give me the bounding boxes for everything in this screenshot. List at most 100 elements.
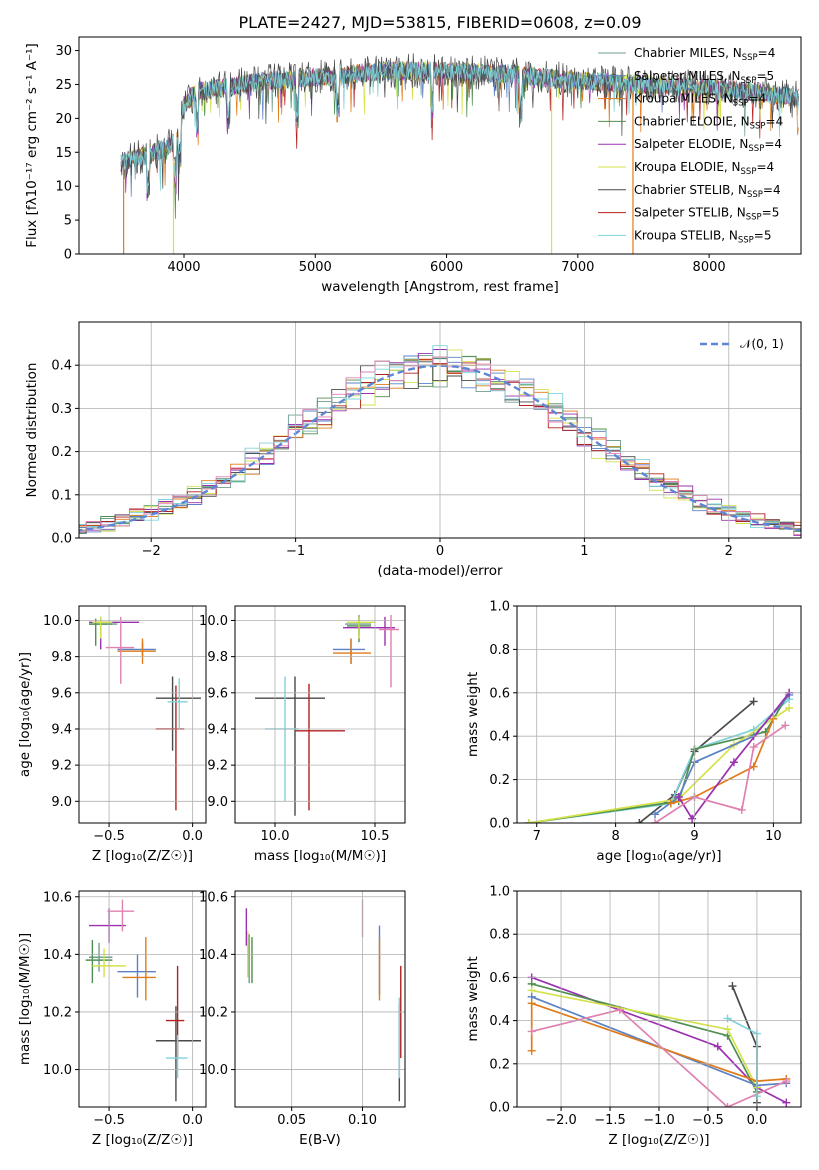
- x-tick-label: 1: [580, 544, 588, 559]
- legend-nssp-prefix: , N: [721, 228, 738, 242]
- y-tick-label: 10.4: [43, 948, 72, 963]
- y-tick-label: 5: [64, 214, 72, 229]
- legend-series-name: Kroupa STELIB: [634, 228, 721, 242]
- plus-marker: [527, 999, 536, 1008]
- legend-series-name: Chabrier STELIB: [634, 183, 730, 197]
- plus-marker: [782, 1098, 791, 1107]
- plot-area: [255, 615, 399, 816]
- y-tick-label: 0.0: [489, 1101, 510, 1116]
- plus-marker: [651, 810, 660, 819]
- y-tick-label: 0.3: [51, 402, 72, 417]
- y-tick-label: 0.0: [51, 532, 72, 547]
- plus-marker: [527, 1046, 536, 1055]
- x-tick-label: −0.5: [93, 1113, 125, 1128]
- mass-weight-line: [531, 976, 787, 1104]
- y-tick-label: 9.4: [207, 722, 228, 737]
- y-tick-label: 9.8: [51, 650, 72, 665]
- legend-nssp-prefix: , N: [729, 206, 746, 220]
- legend-nssp-eq: =: [766, 114, 776, 128]
- chart-title: PLATE=2427, MJD=53815, FIBERID=0608, z=0…: [238, 13, 641, 32]
- y-tick-label: 9.8: [207, 650, 228, 665]
- plot-area: [89, 616, 201, 811]
- legend-nssp-prefix: , N: [724, 69, 741, 83]
- x-tick-label: 10.5: [361, 829, 390, 844]
- legend-series-name: Chabrier MILES: [634, 46, 725, 60]
- legend-nssp-sub: SSP: [747, 190, 763, 200]
- legend-nssp-sub: SSP: [746, 213, 762, 223]
- plus-marker: [737, 805, 746, 814]
- panel-mw_vs_age: 7 8 9 10 0.0 0.2 0.4 0.6 0.8 1.0 age [log₁₀(age/yr…: [465, 600, 802, 864]
- x-tick-label: 0.0: [747, 1113, 768, 1128]
- x-tick-label: 8: [611, 829, 619, 844]
- legend-nssp-sub: SSP: [742, 53, 758, 63]
- legend-nssp-value: 4: [776, 114, 784, 128]
- y-tick-label: 10.6: [199, 890, 228, 905]
- legend-nssp-value: 4: [767, 160, 775, 174]
- axes-frame: [234, 605, 406, 824]
- legend-nssp-sub: SSP: [741, 167, 757, 177]
- legend-nssp-sub: SSP: [741, 76, 757, 86]
- y-tick-label: 0.4: [489, 730, 510, 745]
- y-tick-label: 10.0: [43, 1063, 72, 1078]
- y-tick-label: 0.2: [51, 445, 72, 460]
- plus-marker: [723, 1014, 732, 1023]
- x-axis-label: age [log₁₀(age/yr)]: [596, 848, 721, 864]
- gaussian-curve: [79, 364, 801, 532]
- legend-nssp-prefix: , N: [724, 160, 741, 174]
- y-tick-label: 0.4: [489, 1014, 510, 1029]
- legend-nssp-eq: =: [749, 92, 759, 106]
- y-tick-label: 0: [64, 248, 72, 263]
- x-tick-label: −1.0: [643, 1113, 675, 1128]
- x-tick-label: −1.5: [594, 1113, 626, 1128]
- y-tick-label: 10.6: [43, 890, 72, 905]
- mass-weight-line: [530, 1002, 787, 1082]
- y-axis-label: mass [log₁₀(M/M☉)]: [17, 933, 33, 1065]
- y-tick-label: 9.2: [51, 759, 72, 774]
- legend-nssp-value: 5: [764, 228, 772, 242]
- histogram-step: [79, 349, 801, 532]
- legend-nssp-value: 4: [759, 92, 767, 106]
- axes-frame: [516, 605, 802, 824]
- legend-nssp-prefix: , N: [730, 183, 747, 197]
- y-tick-label: 0.0: [489, 817, 510, 832]
- plot-area: [120, 53, 799, 254]
- x-tick-label: 8000: [693, 260, 726, 275]
- axes-frame: [234, 890, 406, 1108]
- y-tick-label: 9.6: [207, 686, 228, 701]
- y-tick-label: 30: [55, 44, 72, 59]
- x-tick-label: 0.0: [182, 1113, 203, 1128]
- plus-marker: [723, 1025, 732, 1034]
- y-tick-label: 9.0: [207, 795, 228, 810]
- legend-label: Chabrier ELODIE, NSSP=4: [634, 114, 783, 131]
- axes-frame: [78, 605, 207, 824]
- x-tick-label: −0.5: [93, 829, 125, 844]
- x-tick-label: 10: [765, 829, 782, 844]
- y-axis-label: mass weight: [465, 672, 481, 757]
- y-tick-label: 0.6: [489, 971, 510, 986]
- legend-nssp-eq: =: [762, 206, 772, 220]
- y-tick-label: 9.0: [51, 795, 72, 810]
- legend-label: Salpeter MILES, NSSP=5: [634, 69, 774, 86]
- x-axis-label: mass [log₁₀(M/M☉)]: [254, 848, 386, 864]
- legend-label: Salpeter STELIB, NSSP=5: [634, 206, 779, 223]
- panel-residuals: −2 −1 0 1 2 0.0 0.1 0.2 0.3 0.4 (data-model)/error…: [24, 321, 802, 579]
- x-tick-label: 10.0: [261, 829, 290, 844]
- legend-gaussian-label: 𝒩(0, 1): [740, 337, 784, 351]
- legend-label: Chabrier STELIB, NSSP=4: [634, 183, 781, 200]
- legend-nssp-sub: SSP: [750, 121, 766, 131]
- y-tick-label: 1.0: [489, 600, 510, 615]
- legend-series-name: Chabrier ELODIE: [634, 114, 733, 128]
- panel-age_vs_mass: 10.0 10.5 9.0 9.2 9.4 9.6 9.8 10.0 mass [log₁₀(M…: [199, 605, 406, 864]
- plus-marker: [666, 799, 675, 808]
- legend-nssp-eq: =: [756, 69, 766, 83]
- legend-nssp-eq: =: [763, 183, 773, 197]
- legend-series-name: Salpeter MILES: [634, 69, 724, 83]
- x-tick-label: 2: [725, 544, 733, 559]
- plus-marker: [785, 703, 794, 712]
- legend-nssp-value: 5: [767, 69, 775, 83]
- y-tick-label: 10.0: [199, 614, 228, 629]
- y-tick-label: 9.6: [51, 686, 72, 701]
- mass-weight-line: [670, 718, 775, 805]
- x-axis-label: Z [log₁₀(Z/Z☉)]: [92, 1132, 193, 1148]
- x-axis-label: E(B-V): [299, 1132, 341, 1148]
